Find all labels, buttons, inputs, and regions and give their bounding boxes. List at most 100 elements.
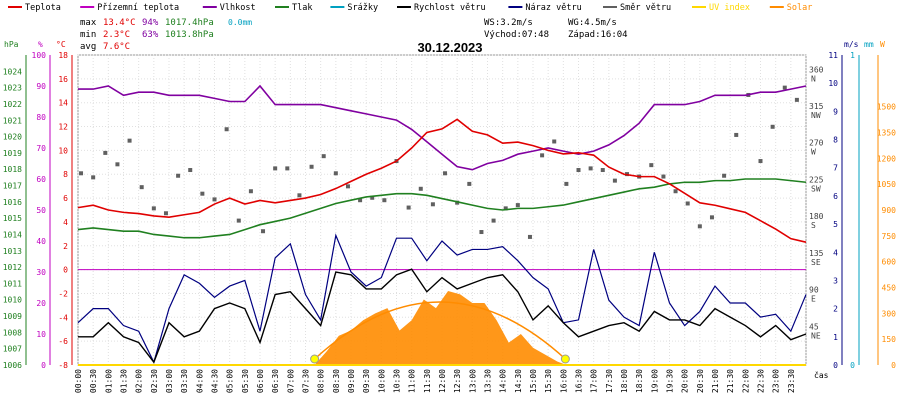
tick-time: 05:30 [241, 369, 250, 393]
stat-min-temp: 2.3°C [103, 30, 130, 40]
tick-temperature: 8 [63, 170, 68, 179]
tick-time: 06:00 [256, 369, 265, 393]
tick-wind-dir: 315 [809, 102, 824, 111]
wind-dir-point [722, 173, 727, 178]
tick-wind-dir: 45 [809, 322, 819, 331]
wind-dir-point [285, 166, 290, 171]
tick-temperature: -2 [58, 289, 68, 298]
tick-pressure: 1006 [3, 361, 22, 370]
wind-dir-point [91, 175, 96, 180]
tick-wind-dir-name: NE [811, 331, 821, 340]
tick-time: 17:30 [605, 369, 614, 393]
wind-dir-point [200, 191, 205, 196]
tick-wind-dir: 225 [809, 175, 824, 184]
tick-time: 14:30 [514, 369, 523, 393]
wind-gust-line [77, 233, 807, 364]
tick-wind-speed: 8 [833, 136, 838, 145]
tick-time: 08:00 [317, 369, 326, 393]
tick-wind-speed: 9 [833, 107, 838, 116]
tick-pressure: 1011 [3, 279, 22, 288]
tick-time: 06:30 [271, 369, 280, 393]
legend-label: UV index [709, 3, 750, 13]
tick-wind-speed: 6 [833, 192, 838, 201]
tick-wind-speed: 10 [828, 79, 838, 88]
wind-dir-point [176, 173, 181, 178]
tick-time: 04:00 [195, 369, 204, 393]
tick-pressure: 1016 [3, 198, 22, 207]
wind-dir-point [782, 85, 787, 90]
tick-time: 10:30 [393, 369, 402, 393]
tick-time: 21:00 [711, 369, 720, 393]
wind-dir-point [382, 198, 387, 203]
stat-max-rain: 0.0mm [228, 18, 252, 27]
tick-wind-dir: 360 [809, 65, 824, 74]
tick-humidity: 60 [36, 175, 46, 184]
pressure-line [77, 178, 807, 239]
tick-time: 09:00 [347, 369, 356, 393]
legend-label: Solar [787, 3, 813, 13]
wind-dir-point [127, 138, 132, 143]
wind-dir-point [297, 193, 302, 198]
tick-solar: 300 [882, 309, 897, 318]
tick-temperature: 4 [63, 218, 68, 227]
stat-min-press: 1013.8hPa [165, 30, 214, 40]
tick-time: 16:30 [575, 369, 584, 393]
wind-dir-point [709, 215, 714, 220]
tick-wind-dir-name: NW [811, 111, 821, 120]
stat-min-hum: 63% [142, 30, 159, 40]
tick-time: 05:00 [226, 369, 235, 393]
tick-pressure: 1018 [3, 165, 22, 174]
tick-time: 02:30 [150, 369, 159, 393]
tick-time: 22:30 [757, 369, 766, 393]
tick-wind-dir-name: S [811, 221, 816, 230]
tick-wind-dir: 135 [809, 249, 824, 258]
tick-wind-speed: 5 [833, 220, 838, 229]
wind-dir-point [600, 168, 605, 173]
tick-temperature: 12 [58, 123, 68, 132]
wind-dir-point [443, 171, 448, 176]
tick-pressure: 1014 [3, 230, 22, 239]
tick-time: 23:00 [772, 369, 781, 393]
wind-dir-point [321, 154, 326, 159]
tick-time: 20:30 [696, 369, 705, 393]
tick-pressure: 1012 [3, 263, 22, 272]
tick-pressure: 1010 [3, 296, 22, 305]
wind-dir-point [588, 166, 593, 171]
wind-dir-point [697, 224, 702, 229]
stats-block: max 13.4°C 94% 1017.4hPa 0.0mm min 2.3°C… [80, 18, 252, 52]
tick-pressure: 1017 [3, 182, 22, 191]
tick-wind-dir-name: SW [811, 184, 821, 193]
tick-temperature: 10 [58, 146, 68, 155]
tick-rain: 1 [850, 51, 855, 60]
tick-wind-dir-name: SE [811, 258, 821, 267]
tick-temperature: 2 [63, 242, 68, 251]
wind-dir-point [406, 205, 411, 210]
tick-time: 11:30 [423, 369, 432, 393]
temperature-line [77, 118, 807, 243]
tick-time: 03:00 [165, 369, 174, 393]
sun-arc [314, 301, 566, 360]
tick-time: 16:00 [559, 369, 568, 393]
tick-temperature: 16 [58, 75, 68, 84]
tick-time: 03:30 [180, 369, 189, 393]
wind-dir-point [467, 181, 472, 186]
wind-dir-point [79, 171, 84, 176]
wind-dir-point [333, 171, 338, 176]
tick-time: 23:30 [787, 369, 796, 393]
tick-pressure: 1007 [3, 345, 22, 354]
wind-dir-point [418, 186, 423, 191]
unit-hpa: hPa [4, 40, 19, 49]
legend-label: Vlhkost [220, 3, 256, 13]
tick-humidity: 100 [32, 51, 47, 60]
tick-humidity: 40 [36, 237, 46, 246]
unit-ms: m/s [844, 40, 859, 49]
tick-solar: 900 [882, 206, 897, 215]
wind-dir-point [527, 234, 532, 239]
tick-time: 13:00 [468, 369, 477, 393]
tick-solar: 1500 [877, 103, 896, 112]
wind-dir-point [248, 189, 253, 194]
sunset-text: Západ:16:04 [568, 30, 628, 40]
tick-time: 13:30 [484, 369, 493, 393]
tick-pressure: 1021 [3, 116, 22, 125]
tick-wind-speed: 0 [833, 361, 838, 370]
